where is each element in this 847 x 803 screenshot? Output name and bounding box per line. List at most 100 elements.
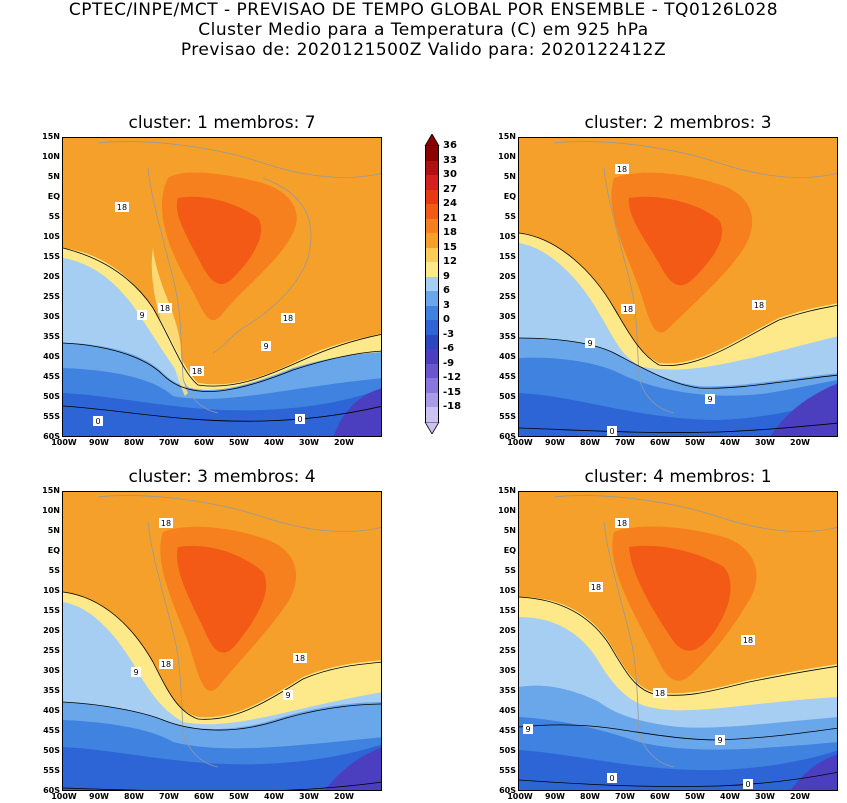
colorbar-label: 33 [443,154,457,166]
lat-tick-label: 35S [499,686,516,695]
contour-label: 18 [591,583,601,592]
lat-tick-label: 40S [43,352,60,361]
lat-tick-label: 40S [499,706,516,715]
lon-tick-label: 30W [299,792,319,801]
panel-title-2: cluster: 2 membros: 3 [584,113,772,133]
lat-tick-label: 35S [43,332,60,341]
lon-tick-label: 80W [124,792,144,801]
lon-tick-label: 40W [720,792,740,801]
lat-tick-label: 15N [42,132,60,141]
colorbar-label: -18 [443,401,462,412]
lat-tick-label: 45S [499,726,516,735]
contour-label: 0 [609,427,614,436]
colorbar-swatch [425,218,439,234]
lon-tick-label: 100W [507,792,533,801]
colorbar-label: 21 [443,212,457,224]
lat-tick-label: 10N [42,152,60,161]
panel-title-1: cluster: 1 membros: 7 [128,113,316,133]
temperature-field-1: 18 18 18 18 9 9 0 0 [63,138,381,436]
contour-label: 18 [117,203,127,212]
lat-tick-label: 25S [499,646,516,655]
colorbar-swatch [425,378,439,393]
colorbar-swatch [425,175,439,190]
lon-tick-label: 70W [159,792,179,801]
lon-tick-label: 50W [229,792,249,801]
colorbar-label: 12 [443,256,457,267]
contour-label: 18 [192,367,202,376]
lon-tick-label: 70W [615,792,635,801]
colorbar-label: -12 [443,372,462,383]
colorbar-label: 3 [443,299,450,311]
lat-tick-label: 50S [43,392,60,401]
lon-tick-label: 100W [507,438,533,447]
contour-label: 9 [525,725,530,734]
contour-label: 18 [617,519,627,528]
temperature-field-3: 18 18 18 9 9 [63,492,381,790]
colorbar-label: 27 [443,183,457,195]
lon-tick-label: 100W [51,792,77,801]
lat-tick-label: 20S [499,626,516,635]
temperature-field-2: 18 18 18 9 9 0 [519,138,837,436]
lat-tick-label: 15N [498,486,516,495]
lat-tick-label: 30S [499,312,516,321]
lat-tick-label: 10S [499,232,516,241]
lon-tick-label: 80W [580,792,600,801]
colorbar-label: -3 [443,328,455,340]
contour-label: 18 [754,301,764,310]
lon-tick-label: 70W [615,438,635,447]
lon-tick-label: 80W [580,438,600,447]
lon-tick-label: 80W [124,438,144,447]
lon-tick-label: 60W [194,438,214,447]
map-panel-4: 18 18 18 18 9 9 0 0 [518,491,838,791]
lat-tick-label: 20S [499,272,516,281]
lat-tick-label: 10N [42,506,60,515]
colorbar-min-arrow [424,421,440,434]
panel-title-4: cluster: 4 membros: 1 [584,467,772,487]
lat-tick-label: 45S [499,372,516,381]
lat-tick-label: 50S [43,746,60,755]
colorbar-swatch [425,189,439,205]
map-panel-3: 18 18 18 9 9 [62,491,382,791]
header-line-2: Cluster Medio para a Temperatura (C) em … [198,20,649,40]
lat-tick-label: 5S [48,212,60,221]
lat-tick-label: EQ [47,192,60,201]
colorbar-label: 6 [443,285,450,296]
lat-tick-label: 15N [42,486,60,495]
colorbar-swatch [425,334,439,350]
colorbar-label: -6 [443,343,455,354]
lat-tick-label: 35S [499,332,516,341]
colorbar-swatch [425,276,439,292]
lat-tick-label: 45S [43,726,60,735]
lat-tick-label: 5N [503,172,516,181]
colorbar-swatch [425,291,439,306]
colorbar-label: 36 [443,140,457,151]
lat-tick-label: 25S [43,646,60,655]
lat-tick-label: 35S [43,686,60,695]
lat-tick-label: 10N [498,152,516,161]
lon-tick-label: 40W [264,792,284,801]
colorbar-swatch [425,262,439,277]
lon-tick-label: 40W [720,438,740,447]
colorbar-swatch [425,233,439,248]
colorbar-swatch [425,204,439,219]
lat-tick-label: 60S [43,432,60,441]
lat-tick-label: 15N [498,132,516,141]
lon-tick-label: 60W [650,438,670,447]
contour-label: 18 [295,654,305,663]
lat-tick-label: 60S [43,786,60,795]
lat-tick-label: 5N [47,172,60,181]
colorbar-swatch [425,247,439,263]
contour-label: 9 [139,311,144,320]
lat-tick-label: 50S [499,746,516,755]
contour-label: 0 [297,415,302,424]
lat-tick-label: 45S [43,372,60,381]
colorbar-swatch [425,407,439,422]
lon-tick-label: 50W [685,438,705,447]
contour-label: 0 [609,774,614,783]
contour-label: 18 [617,165,627,174]
lat-tick-label: 5S [48,566,60,575]
lat-tick-label: 40S [43,706,60,715]
lon-tick-label: 90W [89,792,109,801]
lon-tick-label: 50W [685,792,705,801]
lon-tick-label: 70W [159,438,179,447]
